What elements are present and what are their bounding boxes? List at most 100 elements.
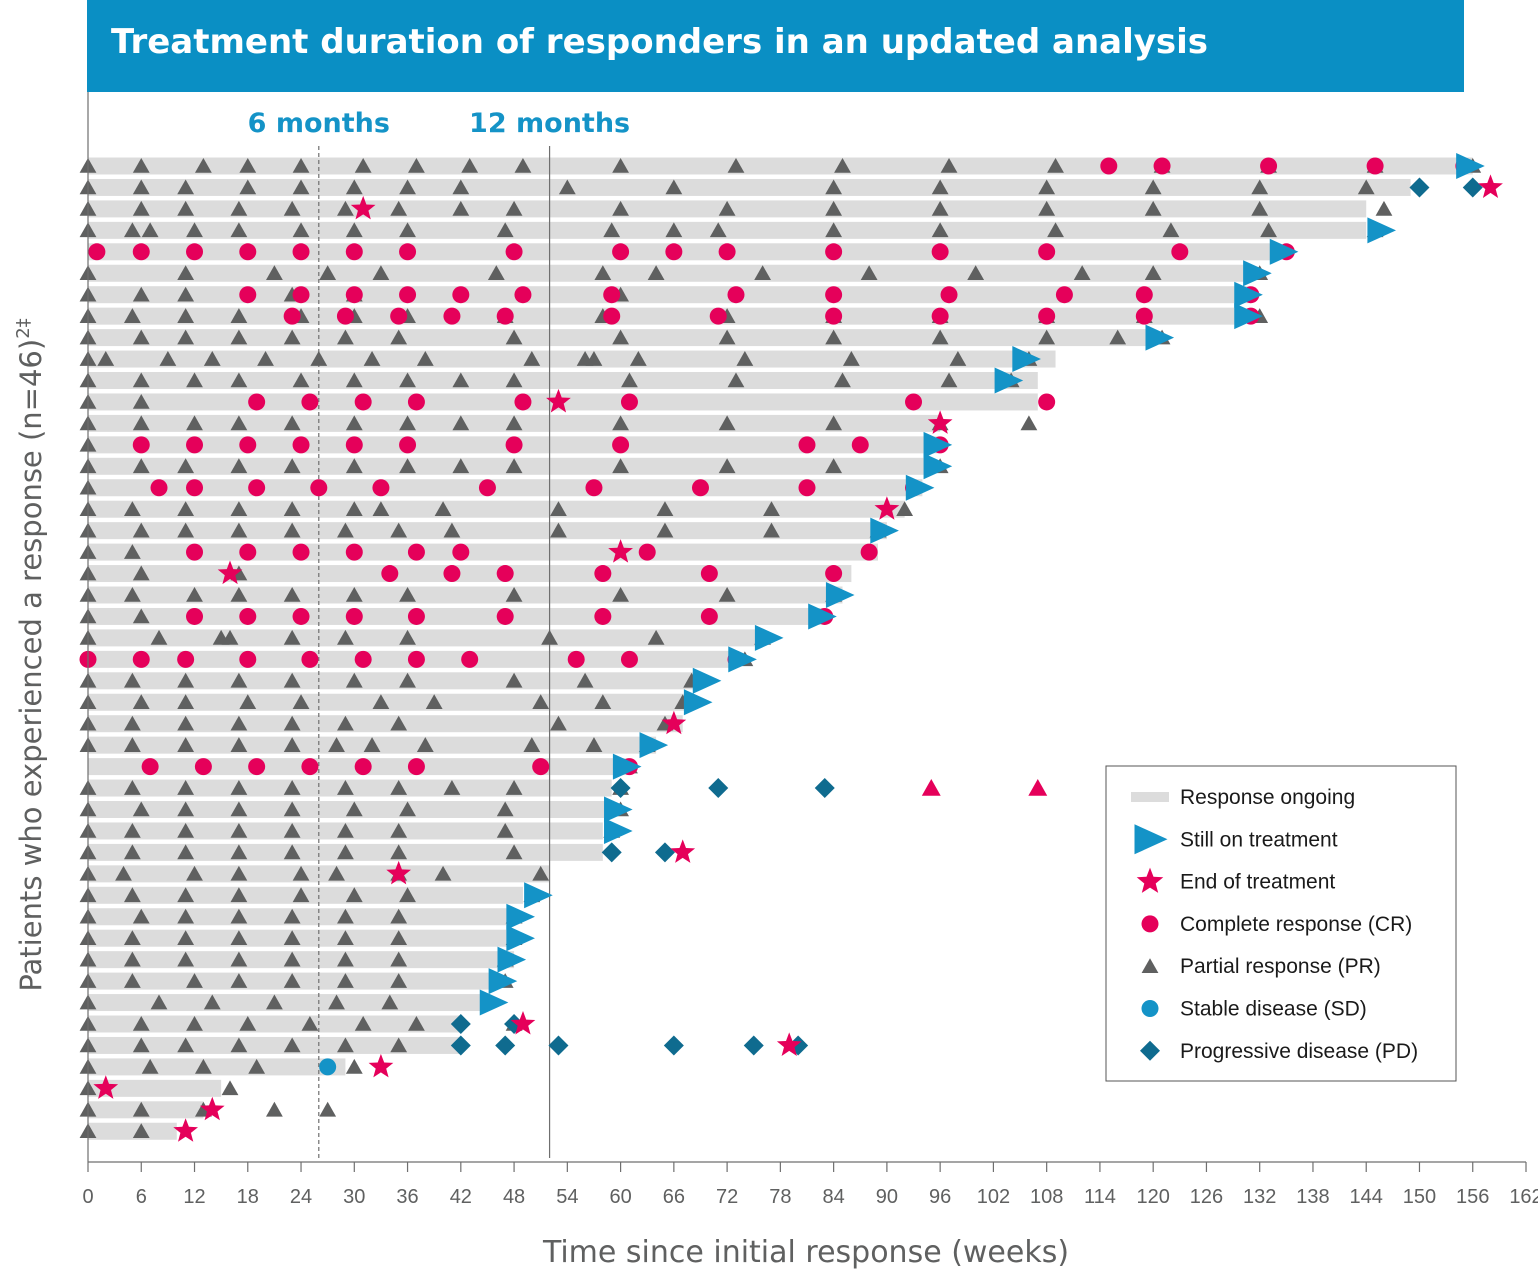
response-bar (88, 157, 1473, 175)
pr-marker (585, 737, 603, 752)
pr-marker (345, 179, 363, 195)
cr-marker (594, 607, 612, 625)
pr-marker (123, 308, 141, 323)
response-bar (88, 178, 1411, 196)
pr-marker (612, 200, 629, 216)
pr-marker (612, 329, 629, 345)
cr-marker (532, 758, 550, 776)
pr-marker (132, 179, 150, 195)
still-on-treatment-marker (639, 732, 669, 759)
pr-marker (416, 737, 434, 752)
pr-marker (283, 715, 301, 731)
still-on-treatment-marker (905, 474, 935, 501)
pr-marker (177, 694, 195, 710)
pr-marker (132, 1016, 150, 1031)
cr-marker (186, 479, 204, 497)
pr-marker (230, 930, 248, 945)
pr-marker (310, 351, 328, 366)
cr-marker (248, 479, 266, 497)
legend-label: Stable disease (SD) (1180, 998, 1367, 1021)
pr-marker (585, 351, 603, 366)
pr-marker (132, 608, 150, 624)
legend-swatch-pd (1140, 1040, 1160, 1061)
pr-marker (727, 158, 745, 173)
cr-marker (194, 758, 212, 776)
pr-marker (408, 1016, 425, 1031)
pr-marker (132, 1037, 150, 1053)
pr-marker (443, 522, 461, 538)
cr-marker (700, 607, 718, 625)
legend-label: Response ongoing (1180, 786, 1355, 809)
pr-marker (177, 1037, 195, 1053)
pr-marker (665, 222, 683, 238)
pr-marker (390, 951, 408, 967)
cr-marker (345, 543, 363, 561)
pr-marker (594, 694, 612, 710)
pr-marker (523, 351, 541, 366)
cr-marker (292, 543, 310, 561)
pr-marker (1251, 179, 1269, 195)
pr-marker (132, 329, 150, 345)
chart-title: Treatment duration of responders in an u… (111, 22, 1209, 62)
cr-marker (505, 436, 523, 454)
pr-marker (1047, 222, 1064, 238)
response-bar (88, 607, 825, 625)
pr-marker (1073, 265, 1091, 281)
pr-marker (141, 222, 159, 238)
pr-marker (612, 587, 629, 602)
pr-marker (186, 222, 203, 238)
pr-marker (221, 1080, 239, 1096)
pr-marker (1038, 179, 1056, 195)
pr-marker (354, 1016, 372, 1031)
pr-marker (132, 393, 150, 409)
still-on-treatment-marker (1269, 238, 1299, 265)
pr-marker (363, 351, 381, 366)
cr-marker (594, 565, 612, 583)
pr-marker (292, 865, 310, 881)
pr-marker (283, 973, 301, 988)
pr-marker (177, 801, 195, 817)
still-on-treatment-marker (1234, 303, 1263, 330)
still-on-treatment-marker (506, 925, 535, 952)
response-bar (88, 479, 923, 497)
pr-marker (319, 1101, 337, 1117)
pr-marker (301, 1016, 319, 1031)
x-tick-label: 54 (556, 1186, 578, 1208)
response-bar (88, 715, 683, 733)
pd-marker (1462, 177, 1483, 198)
cr-marker (496, 607, 514, 625)
cr-marker (345, 607, 363, 625)
cr-marker (407, 543, 425, 561)
pr-marker (1357, 179, 1375, 195)
pr-marker (709, 222, 727, 238)
pr-marker (177, 329, 195, 345)
pr-marker (399, 458, 416, 474)
legend-swatch-cr (1141, 915, 1159, 933)
pr-marker (1144, 265, 1162, 281)
cr-marker (461, 650, 479, 668)
cr-marker (345, 286, 363, 304)
x-tick-label: 60 (609, 1186, 631, 1208)
axes-layer: 0 6 12 18 24 30 36 42 48 54 60 66 72 78 84 90 96 102 108 11… (13, 92, 1538, 1270)
end-of-treatment-marker (368, 1053, 394, 1078)
cr-marker (612, 243, 630, 261)
cr-marker (931, 307, 949, 325)
pr-marker (825, 458, 843, 474)
cr-marker (301, 650, 319, 668)
pr-marker (186, 973, 203, 988)
pr-marker (177, 265, 195, 281)
cr-marker (407, 607, 425, 625)
pr-marker (842, 351, 860, 366)
cr-marker (514, 286, 532, 304)
pr-marker (203, 351, 221, 366)
x-tick-label: 6 (136, 1186, 147, 1208)
cr-marker (825, 565, 843, 583)
response-bar (88, 565, 852, 583)
pr-marker (283, 329, 301, 345)
x-tick-label: 42 (450, 1186, 472, 1208)
cr-marker (638, 543, 656, 561)
pr-marker (372, 501, 390, 516)
response-bar (88, 994, 488, 1012)
pr-marker (1020, 415, 1038, 431)
pr-marker (345, 458, 363, 474)
